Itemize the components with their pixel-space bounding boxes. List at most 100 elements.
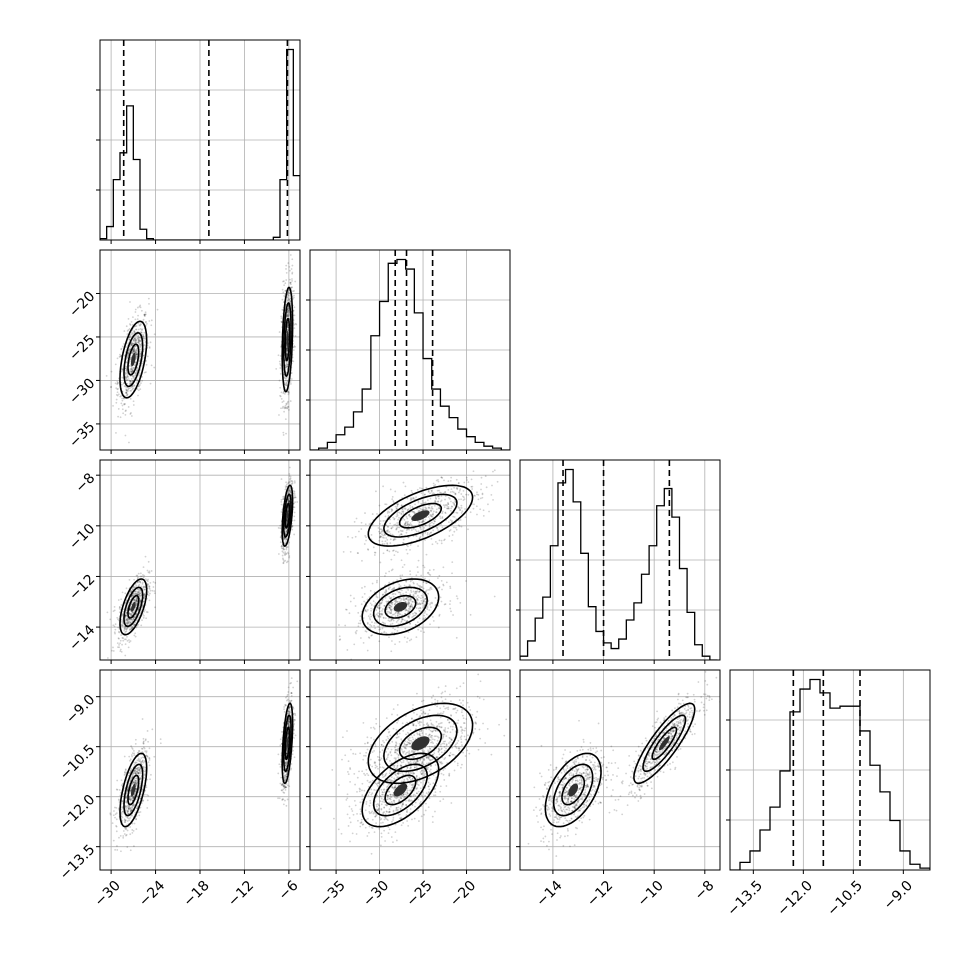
- sample-point: [389, 598, 392, 600]
- sample-point: [133, 331, 135, 333]
- sample-point: [289, 480, 292, 482]
- sample-point: [136, 807, 138, 810]
- sample-point: [129, 370, 132, 373]
- sample-point: [431, 515, 434, 518]
- sample-point: [404, 609, 407, 612]
- sample-point: [124, 805, 127, 807]
- sample-point: [378, 532, 381, 535]
- sample-point: [384, 575, 386, 577]
- sample-point: [362, 617, 365, 619]
- sample-point: [282, 391, 285, 394]
- sample-point: [142, 756, 144, 759]
- panel-2-2: [520, 460, 718, 660]
- sample-point: [420, 521, 423, 524]
- sample-point: [126, 376, 128, 378]
- sample-point: [291, 525, 294, 528]
- sample-point: [406, 598, 409, 601]
- sample-point: [134, 325, 137, 327]
- sample-point: [289, 491, 291, 493]
- sample-point: [428, 525, 431, 527]
- sample-point: [449, 587, 452, 590]
- sample-point: [409, 606, 412, 609]
- sample-point: [136, 379, 139, 382]
- sample-point: [422, 618, 424, 621]
- sample-point: [125, 370, 128, 372]
- sample-point: [123, 833, 126, 835]
- sample-point: [128, 819, 131, 822]
- sample-point: [281, 288, 284, 291]
- sample-point: [369, 618, 372, 621]
- sample-point: [353, 520, 356, 523]
- sample-point: [143, 793, 146, 796]
- sample-point: [360, 521, 363, 524]
- sample-point: [448, 496, 450, 499]
- sample-point: [122, 623, 124, 626]
- sample-point: [284, 418, 287, 421]
- sample-point: [383, 534, 386, 537]
- sample-point: [448, 530, 451, 532]
- sample-point: [285, 547, 288, 549]
- sample-point: [488, 510, 490, 513]
- sample-point: [125, 389, 128, 392]
- sample-point: [143, 314, 146, 317]
- sample-point: [125, 796, 128, 799]
- sample-point: [131, 747, 133, 749]
- sample-point: [284, 289, 287, 292]
- sample-point: [150, 324, 153, 327]
- sample-point: [120, 808, 123, 811]
- sample-point: [134, 762, 137, 765]
- sample-point: [388, 636, 390, 639]
- sample-point: [124, 819, 126, 822]
- sample-point: [445, 581, 448, 584]
- sample-point: [452, 614, 454, 616]
- sample-point: [411, 497, 414, 500]
- panel-3-0: [109, 677, 299, 853]
- sample-point: [135, 353, 138, 356]
- sample-point: [131, 370, 133, 373]
- sample-point: [148, 585, 151, 588]
- sample-point: [138, 339, 140, 342]
- sample-point: [408, 616, 411, 619]
- sample-point: [396, 522, 399, 524]
- sample-point: [294, 501, 296, 504]
- sample-point: [377, 612, 379, 614]
- sample-point: [382, 485, 384, 488]
- sample-point: [449, 600, 452, 602]
- sample-point: [454, 492, 457, 495]
- sample-point: [137, 769, 140, 772]
- sample-point: [417, 603, 420, 606]
- density-contour-0-3: [393, 602, 408, 612]
- sample-point: [148, 588, 151, 590]
- sample-point: [288, 466, 291, 469]
- sample-point: [286, 293, 289, 296]
- sample-point: [388, 620, 391, 623]
- sample-point: [447, 507, 449, 510]
- sample-point: [424, 597, 426, 600]
- sample-point: [131, 776, 133, 778]
- sample-point: [110, 386, 112, 389]
- sample-point: [284, 551, 287, 554]
- sample-point: [285, 271, 288, 274]
- sample-point: [404, 522, 407, 525]
- sample-point: [423, 502, 426, 505]
- sample-point: [448, 535, 451, 537]
- sample-point: [136, 767, 139, 770]
- sample-point: [145, 750, 148, 753]
- sample-point: [142, 574, 144, 576]
- sample-point: [393, 603, 396, 606]
- sample-point: [128, 348, 131, 351]
- sample-point: [137, 341, 140, 344]
- sample-point: [405, 529, 408, 532]
- sample-point: [293, 289, 295, 292]
- sample-point: [126, 820, 129, 822]
- sample-point: [126, 379, 128, 381]
- sample-point: [123, 403, 126, 406]
- sample-point: [406, 620, 409, 622]
- sample-point: [285, 365, 288, 367]
- sample-point: [382, 531, 385, 533]
- sample-point: [131, 626, 134, 628]
- sample-point: [413, 611, 416, 614]
- sample-point: [139, 772, 142, 775]
- sample-point: [345, 608, 348, 611]
- sample-point: [422, 580, 425, 583]
